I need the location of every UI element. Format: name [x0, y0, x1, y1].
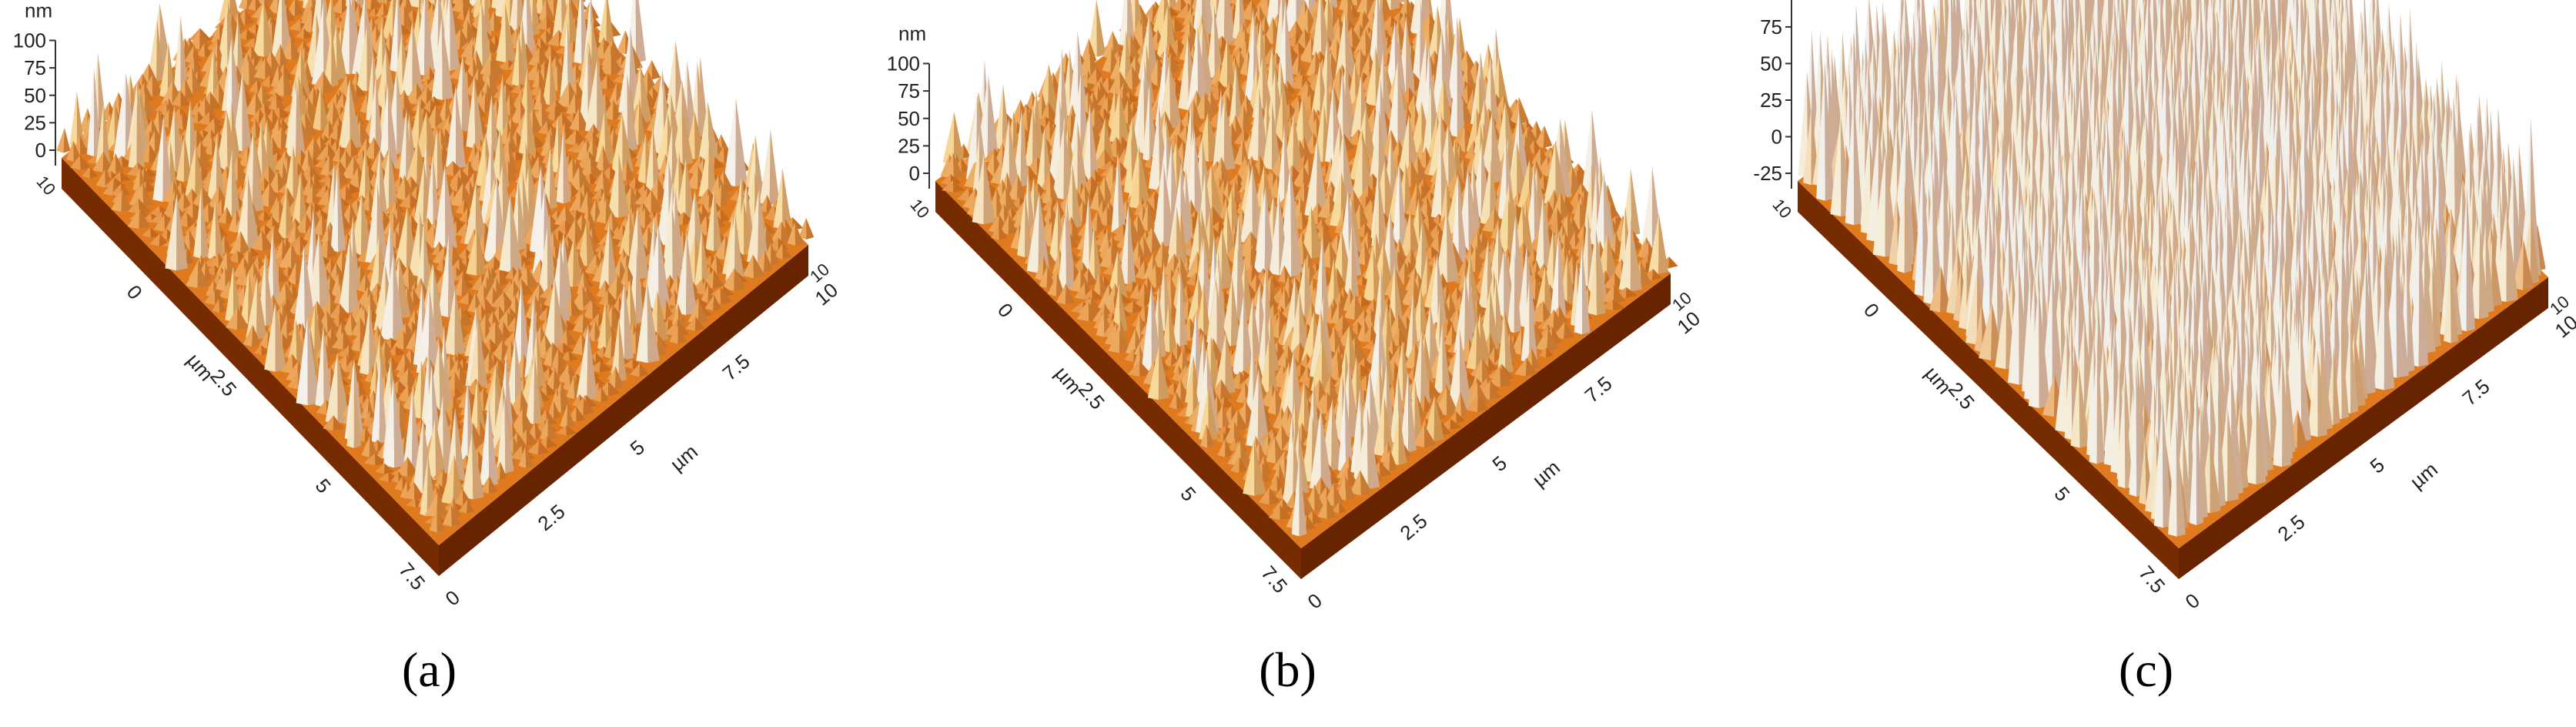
z-tick-label: 25: [1760, 89, 1782, 112]
slab-right-wall: [439, 245, 808, 576]
right-axis-tick: 5: [2366, 453, 2389, 477]
z-tick-label: 25: [898, 134, 920, 157]
left-corner-label: 10: [906, 195, 933, 222]
slab-right-wall: [1301, 273, 1671, 579]
z-tick-label: 100: [1749, 0, 1782, 2]
left-axis-tick: 7.5: [2134, 561, 2170, 598]
z-axis: nm 100 75 50 25 0: [887, 22, 930, 189]
slab-right-wall: [2179, 277, 2548, 579]
z-tick-label: 75: [1760, 15, 1782, 39]
right-axis-tick: 0: [1303, 588, 1326, 613]
afm-panel-b: nm 100 75 50 25 0 0 2.5 5 7.5 10 µm 7.5 5 2.5 0 µm 10 10 (…: [858, 0, 1717, 727]
z-axis: nm 100 75 50 25 0: [13, 0, 56, 166]
afm-panel-a: nm 100 75 50 25 0 0 2.5 5 7.5 10 µm 7.5 5 2.5 0 µm 10 10 (…: [0, 0, 858, 727]
caption-b: (b): [1259, 642, 1316, 697]
z-tick-label: -25: [1753, 162, 1782, 185]
left-axis-tick: 7.5: [1256, 561, 1292, 598]
slab-left-wall: [1798, 181, 2179, 579]
afm-surface-plot-c: nm1007550250-2502.557.510µm7.552.50µm101…: [1749, 0, 2576, 614]
z-axis-unit: nm: [898, 22, 926, 45]
z-tick-label: 50: [898, 107, 920, 130]
left-corner-label: 10: [32, 172, 59, 199]
left-axis-tick: 5: [311, 474, 336, 498]
right-axis-tick: 2.5: [1396, 509, 1432, 544]
left-corner-label: 10: [1768, 195, 1795, 222]
z-tick-label: 100: [887, 52, 920, 75]
z-tick-label: 0: [909, 162, 920, 185]
left-axis-tick: 7.5: [394, 558, 430, 595]
right-axis-unit: µm: [666, 440, 702, 476]
slab-left-wall: [935, 181, 1301, 579]
caption-c: (c): [2118, 642, 2174, 697]
surface-mesh: [1798, 0, 2548, 548]
left-axis-tick: 0: [122, 280, 147, 303]
z-tick-label: 75: [898, 79, 920, 102]
z-tick-label: 50: [1760, 52, 1782, 75]
slab-left-wall: [62, 158, 439, 576]
right-axis-tick: 0: [441, 585, 464, 610]
afm-panel-c: nm1007550250-2502.557.510µm7.552.50µm101…: [1717, 0, 2576, 727]
left-axis-tick: 5: [1176, 482, 1200, 505]
z-tick-label: 25: [24, 111, 46, 134]
right-axis-unit: µm: [1528, 456, 1564, 492]
left-axis-tick: 0: [993, 299, 1018, 322]
surface-mesh: [56, 0, 815, 545]
surface-mesh: [935, 0, 1678, 548]
left-axis-tick: 0: [1859, 299, 1884, 322]
right-axis-tick: 10: [2551, 310, 2576, 343]
z-tick-label: 50: [24, 84, 46, 107]
right-axis-tick: 2.5: [534, 500, 570, 535]
right-axis-tick: 0: [2181, 588, 2204, 613]
caption-a: (a): [401, 642, 457, 697]
right-axis-tick: 7.5: [718, 350, 754, 385]
z-tick-label: 0: [1771, 126, 1782, 149]
z-axis-unit: nm: [25, 0, 52, 22]
left-axis-tick: 5: [2049, 482, 2074, 505]
z-tick-label: 75: [24, 56, 46, 79]
z-tick-label: 0: [35, 139, 46, 162]
right-axis-tick: 7.5: [1581, 372, 1617, 407]
right-axis-unit: µm: [2406, 457, 2442, 494]
right-axis-tick: 2.5: [2273, 510, 2310, 545]
right-axis-tick: 5: [1488, 451, 1511, 476]
z-tick-label: 100: [13, 29, 46, 52]
right-axis-tick: 5: [626, 435, 649, 460]
right-axis-tick: 7.5: [2458, 374, 2494, 410]
